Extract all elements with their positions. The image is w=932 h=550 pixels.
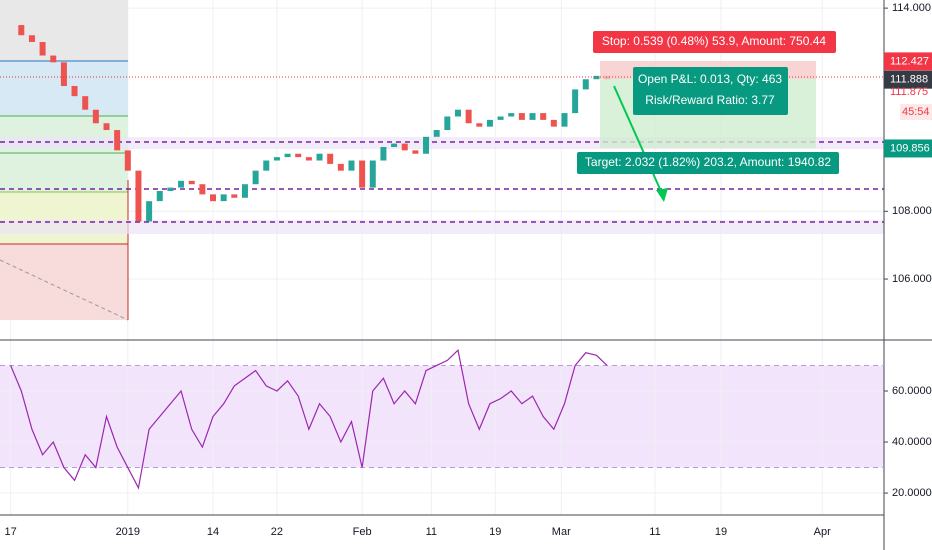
candle xyxy=(178,180,185,188)
stop-box xyxy=(593,31,836,53)
candle xyxy=(252,170,259,185)
candle xyxy=(337,163,344,171)
candle xyxy=(412,150,419,154)
candle xyxy=(529,113,536,120)
candle xyxy=(199,184,206,195)
countdown-box xyxy=(900,104,932,121)
candle xyxy=(263,160,270,171)
candle xyxy=(92,109,99,124)
candle xyxy=(188,180,195,185)
x-tick-label: 2019 xyxy=(116,526,140,538)
trend-line xyxy=(0,259,129,321)
x-tick-label: 19 xyxy=(715,526,727,538)
x-tick-label: Mar xyxy=(552,526,571,538)
candle xyxy=(582,79,589,90)
candle xyxy=(348,160,355,171)
candle xyxy=(60,62,67,87)
candle xyxy=(454,109,461,117)
target-box xyxy=(577,152,839,174)
rsi-line xyxy=(10,348,608,490)
price-marker xyxy=(884,70,932,89)
candle xyxy=(423,136,430,154)
zone xyxy=(0,192,128,244)
y-tick-label: 60.0000 xyxy=(892,385,932,397)
candle xyxy=(327,153,334,164)
x-tick-label: Feb xyxy=(353,526,372,538)
countdown: 45:54 xyxy=(902,106,930,118)
x-tick-label: 22 xyxy=(271,526,283,538)
candle xyxy=(39,41,46,56)
candle xyxy=(156,190,163,202)
candle xyxy=(241,184,248,198)
x-tick-label: 14 xyxy=(207,526,219,538)
pnl-box xyxy=(633,67,788,115)
candle xyxy=(295,153,302,158)
candle xyxy=(50,55,57,63)
candle xyxy=(18,25,25,36)
candle xyxy=(135,170,142,222)
candle xyxy=(114,130,121,151)
pnl-label: Open P&L: 0.013, Qty: 463 xyxy=(638,72,782,86)
candle xyxy=(210,194,217,202)
candle xyxy=(71,86,78,97)
price-marker xyxy=(884,139,932,158)
candle xyxy=(146,201,153,222)
y-tick-label: 40.0000 xyxy=(892,436,932,448)
x-tick-label: 11 xyxy=(649,526,660,538)
candle xyxy=(28,35,35,42)
candle xyxy=(444,116,451,131)
candle xyxy=(305,157,312,161)
arrow-head xyxy=(656,188,668,202)
target-label: Target: 2.032 (1.82%) 203.2, Amount: 194… xyxy=(585,155,831,169)
price-marker xyxy=(884,52,932,71)
candle xyxy=(540,113,547,120)
candle xyxy=(401,143,408,151)
candle xyxy=(220,194,227,202)
candle xyxy=(465,109,472,124)
price-marker-label: 112.427 xyxy=(890,55,929,67)
level-band xyxy=(0,220,884,234)
candle xyxy=(273,157,280,161)
candle xyxy=(284,153,291,158)
candle xyxy=(82,96,89,110)
candle xyxy=(103,123,110,131)
y-tick-label: 108.000 xyxy=(892,205,932,217)
candle xyxy=(359,160,366,188)
candle xyxy=(593,75,600,80)
candle xyxy=(550,119,557,127)
candle xyxy=(572,89,579,114)
y-tick-label: 106.000 xyxy=(892,273,932,285)
x-tick-label: Apr xyxy=(814,526,831,538)
candle xyxy=(561,113,568,127)
candle xyxy=(486,119,493,127)
price-label: 111.875 xyxy=(890,86,928,98)
y-tick-label: 20.0000 xyxy=(892,487,932,499)
price-marker-label: 111.888 xyxy=(890,74,928,86)
candle xyxy=(380,146,387,161)
price-marker-label: 109.856 xyxy=(890,142,930,154)
candle xyxy=(369,160,376,188)
candle xyxy=(508,113,515,117)
stop-label: Stop: 0.539 (0.48%) 53.9, Amount: 750.44 xyxy=(602,34,826,48)
x-tick-label: 11 xyxy=(426,526,437,538)
candle xyxy=(518,113,525,120)
candle xyxy=(231,194,238,198)
arrow xyxy=(613,85,665,199)
candle xyxy=(433,130,440,137)
candle xyxy=(124,150,131,171)
candle xyxy=(497,116,504,120)
rr-label: Risk/Reward Ratio: 3.77 xyxy=(645,93,775,107)
x-tick-label: 17 xyxy=(5,526,17,538)
candle xyxy=(476,123,483,127)
candle xyxy=(391,143,398,147)
candle xyxy=(316,153,323,161)
x-tick-label: 19 xyxy=(489,526,501,538)
rsi-band xyxy=(0,365,884,468)
zone xyxy=(0,244,128,320)
y-tick-label: 114.000 xyxy=(892,2,931,14)
candle xyxy=(167,187,174,191)
